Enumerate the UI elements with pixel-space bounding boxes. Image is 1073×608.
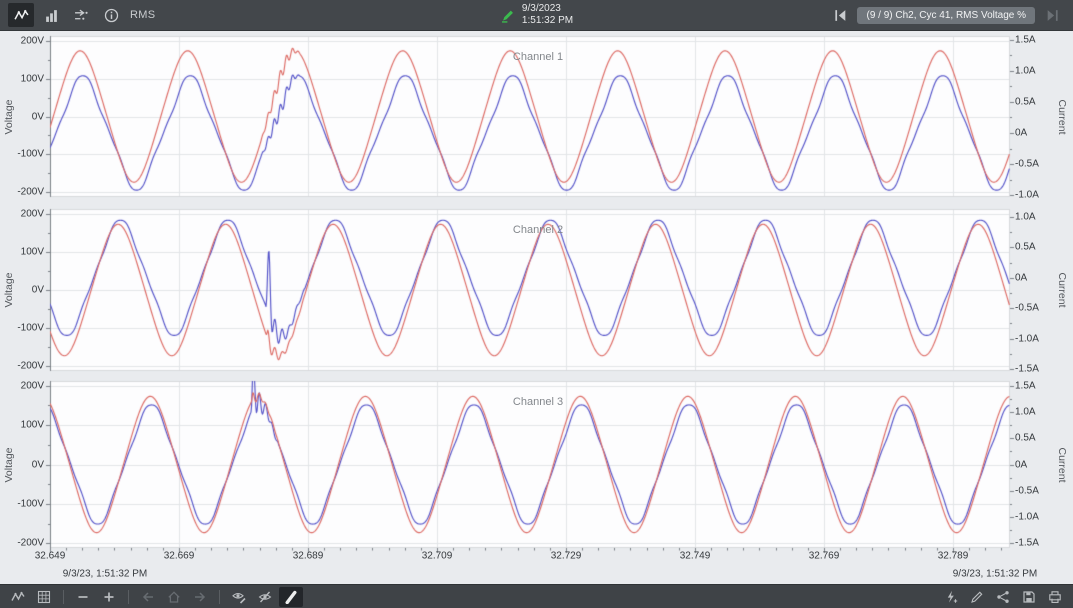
toolbar-separator — [63, 589, 64, 604]
mode-label: RMS — [130, 9, 156, 21]
save-icon — [1022, 590, 1036, 604]
bar-view-button[interactable] — [38, 3, 64, 27]
event-last-button[interactable] — [1039, 3, 1065, 27]
eye-edit-icon — [232, 590, 246, 604]
event-time: 1:51:32 PM — [521, 15, 574, 26]
lightning-add-icon — [944, 590, 958, 604]
marker-tool-button[interactable] — [279, 586, 303, 607]
waveform-view-button[interactable] — [8, 3, 34, 27]
event-first-button[interactable] — [827, 3, 853, 27]
charts-area: 200V 100V 0V -100V -200V 1.5A 1.0A 0.5A 0A -0.5A -… — [0, 31, 1073, 584]
event-selector-badge[interactable]: (9 / 9) Ch2, Cyc 41, RMS Voltage % — [857, 6, 1035, 24]
zoom-in-button[interactable] — [97, 587, 121, 607]
skip-last-icon — [1045, 8, 1060, 23]
pencil-icon — [970, 590, 984, 604]
share-button[interactable] — [991, 587, 1015, 607]
bottom-toolbar — [0, 584, 1073, 608]
line-chart-icon — [13, 8, 29, 23]
edit-button[interactable] — [965, 587, 989, 607]
print-icon — [1048, 590, 1062, 604]
grid-view-icon — [37, 590, 51, 604]
nav-forward-button[interactable] — [188, 587, 212, 607]
annotations-show-button[interactable] — [227, 587, 251, 607]
zoom-out-icon — [76, 590, 90, 604]
compare-view-button[interactable] — [68, 3, 94, 27]
info-icon — [104, 8, 119, 23]
line-chart-icon — [11, 590, 25, 604]
home-icon — [167, 590, 181, 604]
waveform-tool-button[interactable] — [6, 587, 30, 607]
share-icon — [996, 590, 1010, 604]
nav-back-button[interactable] — [136, 587, 160, 607]
compare-arrows-icon — [74, 8, 89, 23]
zoom-out-button[interactable] — [71, 587, 95, 607]
top-toolbar: RMS 9/3/2023 1:51:32 PM (9 / 9) Ch2, Cyc… — [0, 0, 1073, 31]
bar-chart-icon — [44, 8, 59, 23]
event-timestamp: 9/3/2023 1:51:32 PM — [500, 0, 573, 30]
nav-home-button[interactable] — [162, 587, 186, 607]
save-button[interactable] — [1017, 587, 1041, 607]
chart-tools-group — [6, 586, 303, 607]
toolbar-separator — [219, 589, 220, 604]
event-navigation: (9 / 9) Ch2, Cyc 41, RMS Voltage % — [819, 3, 1073, 27]
grid-view-button[interactable] — [32, 587, 56, 607]
print-button[interactable] — [1043, 587, 1067, 607]
arrow-right-icon — [193, 590, 207, 604]
skip-first-icon — [833, 8, 848, 23]
info-button[interactable] — [98, 3, 124, 27]
marker-icon — [284, 590, 298, 604]
arrow-left-icon — [141, 590, 155, 604]
event-datetime: 9/3/2023 1:51:32 PM — [522, 3, 573, 27]
event-date: 9/3/2023 — [521, 3, 561, 14]
annotations-hide-button[interactable] — [253, 587, 277, 607]
view-mode-buttons: RMS — [0, 3, 163, 27]
export-tools-group — [939, 587, 1067, 607]
eye-off-icon — [258, 590, 272, 604]
toolbar-separator — [128, 589, 129, 604]
event-marker-icon — [500, 8, 515, 23]
add-event-button[interactable] — [939, 587, 963, 607]
waveform-charts-canvas[interactable] — [0, 31, 1073, 584]
zoom-in-icon — [102, 590, 116, 604]
